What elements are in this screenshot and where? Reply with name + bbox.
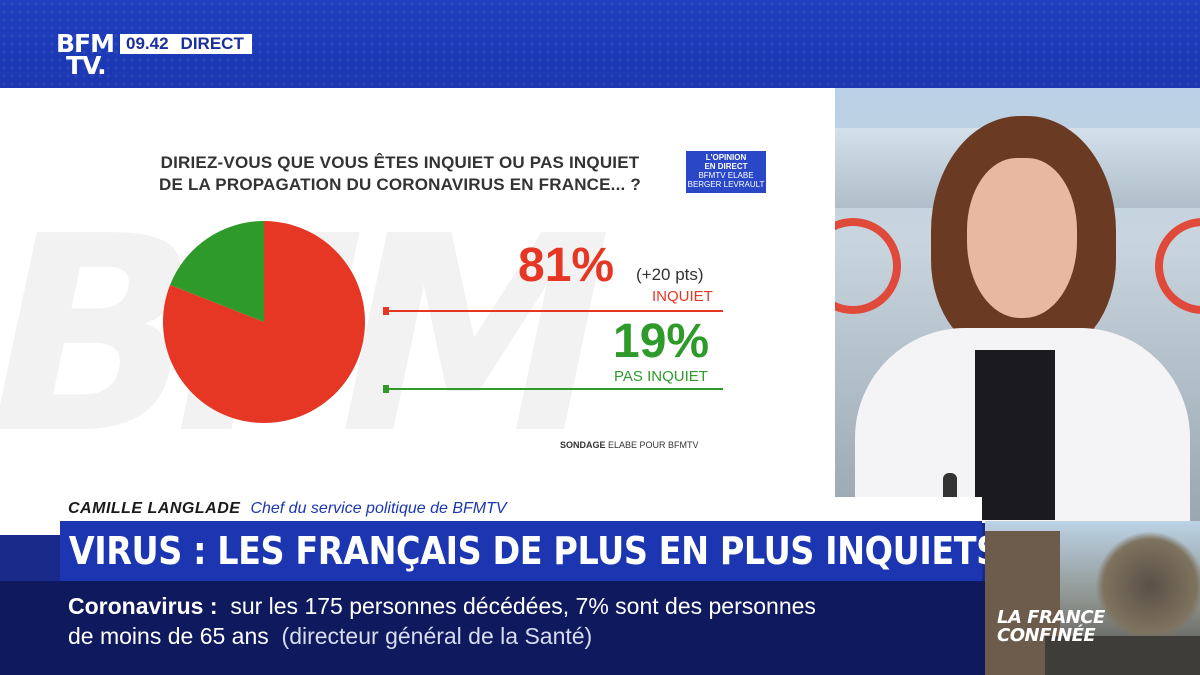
inquiet-leader-line (383, 307, 723, 315)
pie-slice-pas-inquiet (170, 221, 264, 322)
ticker-keyword: Coronavirus : (68, 593, 218, 619)
opinion-badge: L'OPINION EN DIRECT BFMTV ELABE BERGER L… (686, 151, 766, 193)
presenter-shirt (975, 350, 1055, 520)
poll-source: SONDAGE ELABE POUR BFMTV (560, 440, 699, 450)
source-rest: ELABE POUR BFMTV (608, 440, 699, 450)
bfmtv-logo: BFM TV. (56, 31, 115, 80)
headline-text: VIRUS : LES FRANÇAIS DE PLUS EN PLUS INQ… (68, 529, 1000, 573)
thumb-street (1045, 636, 1200, 675)
logo-line2: TV. (66, 51, 107, 80)
question-line1: DIRIEZ-VOUS QUE VOUS ÊTES INQUIET OU PAS… (160, 153, 640, 172)
studio-ring-decor (835, 218, 901, 314)
pas-inquiet-leader-line (383, 385, 723, 393)
clock-time: 09.42 (126, 34, 169, 53)
inquiet-change: (+20 pts) (636, 265, 704, 284)
thumb-caption: LA FRANCE CONFINÉE (997, 609, 1105, 645)
poll-pie-chart (162, 221, 365, 423)
inquiet-percentage: 81% (518, 239, 615, 292)
inquiet-label: INQUIET (652, 288, 713, 305)
channel-bar: BFM TV. 09.42 DIRECT (0, 0, 1200, 88)
badge-line3: BFMTV ELABE (698, 171, 754, 180)
source-bold: SONDAGE (560, 440, 606, 450)
badge-line2: EN DIRECT (704, 162, 748, 171)
thumb-caption-line2: CONFINÉE (997, 625, 1096, 646)
news-ticker: Coronavirus : sur les 175 personnes décé… (0, 581, 985, 675)
thumb-tree (1095, 531, 1200, 641)
presenter-face (967, 158, 1077, 318)
presenter-video (835, 88, 1200, 523)
ticker-line2: de moins de 65 ans (directeur général de… (68, 623, 592, 650)
studio-ring-decor (1155, 218, 1200, 314)
badge-line1: L'OPINION (705, 153, 747, 162)
poll-graphic: BFM DIRIEZ-VOUS QUE VOUS ÊTES INQUIET OU… (0, 88, 835, 535)
pas-inquiet-label: PAS INQUIET (614, 368, 708, 385)
speaker-name: CAMILLE LANGLADE (68, 500, 241, 517)
question-line2: DE LA PROPAGATION DU CORONAVIRUS EN FRAN… (159, 175, 641, 194)
ticker-line1-text: sur les 175 personnes décédées, 7% sont … (230, 593, 816, 619)
live-time-badge: 09.42 DIRECT (120, 34, 252, 54)
ticker-line2-text: de moins de 65 ans (68, 623, 269, 649)
ticker-line1: Coronavirus : sur les 175 personnes décé… (68, 593, 816, 620)
poll-question: DIRIEZ-VOUS QUE VOUS ÊTES INQUIET OU PAS… (120, 152, 680, 196)
speaker-role: Chef du service politique de BFMTV (250, 500, 507, 517)
logo-line1: BFM (56, 29, 115, 58)
ticker-source: (directeur général de la Santé) (281, 623, 593, 649)
headline-banner: VIRUS : LES FRANÇAIS DE PLUS EN PLUS INQ… (60, 521, 1000, 581)
speaker-namebar: CAMILLE LANGLADE Chef du service politiq… (60, 497, 982, 521)
live-label: DIRECT (180, 34, 244, 53)
badge-line4: BERGER LEVRAULT (687, 180, 765, 189)
pas-inquiet-percentage: 19% (613, 315, 710, 368)
la-france-confinee-thumbnail: LA FRANCE CONFINÉE (985, 521, 1200, 675)
thumb-caption-line1: LA FRANCE (997, 607, 1105, 628)
pie-slice-inquiet (162, 221, 365, 423)
